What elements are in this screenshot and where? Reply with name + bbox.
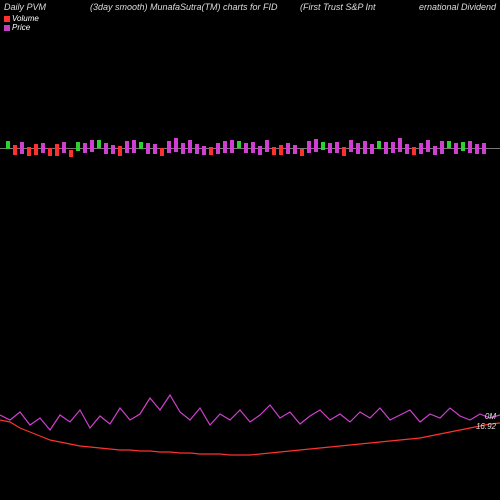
volume-line: [0, 395, 500, 430]
chart-area: 0M 16.92: [0, 0, 500, 500]
right-label-price: 16.92: [476, 422, 496, 431]
price-line: [0, 420, 500, 455]
line-chart-svg: [0, 0, 500, 500]
right-label-volume: 0M: [485, 412, 496, 421]
